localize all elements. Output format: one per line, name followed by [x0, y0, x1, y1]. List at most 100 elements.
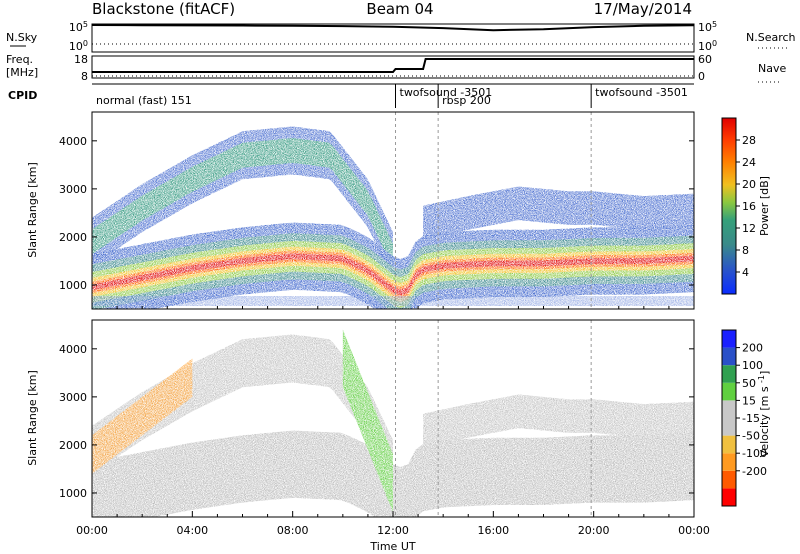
- noise-left-tick-low: 100: [69, 39, 88, 53]
- velocity-colorbar-tick-label: 15: [742, 394, 756, 407]
- velocity-colorbar-swatch: [722, 435, 736, 454]
- cpid-mode-label: normal (fast) 151: [96, 94, 192, 107]
- frequency-panel: 18 8 60 0: [74, 53, 712, 83]
- freq-unit-label: [MHz]: [6, 66, 38, 79]
- power-colorbar-tick-label: 20: [742, 178, 756, 191]
- noise-panel: 105 100 105 100: [69, 20, 717, 53]
- nsky-label: N.Sky: [6, 31, 38, 44]
- velocity-colorbar-tick-label: -50: [742, 430, 760, 443]
- velocity-colorbar-label-text: Velocity [m s: [758, 386, 771, 457]
- power-mode-lines: [395, 112, 592, 309]
- positive-flow-region: [342, 329, 393, 513]
- frequency-panel-frame: [91, 55, 695, 79]
- velocity-colorbar-tick-label: 50: [742, 377, 756, 390]
- power-panel-frame: [91, 111, 695, 310]
- near-range-speckle: [92, 296, 694, 306]
- velocity-colorbar-tick-label: -100: [742, 447, 767, 460]
- nave-label: Nave: [758, 62, 786, 75]
- header-beam: Beam 04: [366, 0, 433, 18]
- power-colorbar-tick-label: 16: [742, 200, 756, 213]
- range-tick-label: 3000: [59, 391, 87, 404]
- velocity-colorbar-ticks: 200 100 50 15 -15 -50 -100 -200: [736, 342, 767, 478]
- header-site: Blackstone (fitACF): [92, 0, 235, 18]
- power-colorbar-tick-label: 24: [742, 156, 756, 169]
- velocity-data-layer: [92, 329, 694, 517]
- power-colorbar-scale: [721, 117, 737, 295]
- header-date: 17/May/2014: [594, 0, 692, 18]
- range-tick-label: 1000: [59, 487, 87, 500]
- velocity-panel: 1000 2000 3000 4000 00:00 04:00 08:00 12:00 16:…: [26, 319, 710, 553]
- time-tick-label: 16:00: [477, 524, 509, 537]
- far-band-scatter: [423, 186, 694, 240]
- freq-label: Freq.: [6, 53, 33, 66]
- freq-right-tick-high: 60: [698, 53, 712, 66]
- velocity-colorbar-swatch: [722, 470, 736, 489]
- cpid-mode-label: twofsound -3501: [595, 86, 688, 99]
- velocity-mode-lines: [395, 320, 592, 517]
- velocity-colorbar-swatch: [722, 488, 736, 506]
- nsearch-label: N.Search: [746, 31, 796, 44]
- range-tick-label: 2000: [59, 231, 87, 244]
- velocity-colorbar-swatch: [722, 330, 736, 348]
- x-axis-label: Time UT: [369, 540, 415, 553]
- power-colorbar-tick-label: 8: [742, 244, 749, 257]
- velocity-colorbar-tick-label: -15: [742, 412, 760, 425]
- nsky-series-line: [91, 24, 695, 32]
- velocity-colorbar-swatch: [722, 365, 736, 383]
- velocity-colorbar-scale: [721, 329, 737, 507]
- frequency-series-line: [92, 58, 694, 73]
- time-tick-label: 12:00: [377, 524, 409, 537]
- range-tick-label: 1000: [59, 279, 87, 292]
- velocity-colorbar-tick-label: -200: [742, 465, 767, 478]
- velocity-colorbar-label: Velocity [m s -1]: [757, 371, 771, 458]
- velocity-colorbar-swatch: [722, 418, 736, 436]
- negative-flow-region: [92, 358, 193, 474]
- velocity-unit-bracket: ]: [758, 371, 771, 375]
- velocity-colorbar: 200 100 50 15 -15 -50 -100 -200 Velocity [m s -…: [721, 329, 771, 507]
- range-tick-label: 4000: [59, 343, 87, 356]
- noise-panel-frame: [91, 23, 695, 53]
- time-tick-label: 20:00: [578, 524, 610, 537]
- time-tick-label: 00:00: [678, 524, 710, 537]
- power-colorbar-tick-label: 28: [742, 134, 756, 147]
- velocity-colorbar-swatch: [722, 400, 736, 418]
- cpid-mode-label: rbsp 200: [442, 94, 491, 107]
- power-colorbar-label: Power [dB]: [758, 176, 771, 236]
- range-tick-label: 4000: [59, 135, 87, 148]
- velocity-colorbar-swatch: [722, 347, 736, 366]
- power-colorbar-tick-label: 4: [742, 266, 749, 279]
- velocity-colorbar-swatch: [722, 382, 736, 401]
- time-tick-label: 00:00: [76, 524, 108, 537]
- power-colorbar: 4 8 12 16 20 24 28 Power [dB]: [721, 117, 771, 295]
- power-y-axis: 1000 2000 3000 4000: [59, 135, 694, 309]
- velocity-unit-exponent: -1: [757, 375, 766, 383]
- velocity-far-band: [423, 394, 694, 448]
- noise-left-tick-high: 105: [69, 20, 88, 34]
- velocity-y-axis-label: Slant Range [km]: [26, 370, 39, 466]
- power-colorbar-ticks: 4 8 12 16 20 24 28: [736, 134, 756, 279]
- cpid-label: CPID: [8, 89, 37, 102]
- velocity-scatter-field: [92, 329, 694, 517]
- power-scatter-field: [92, 126, 694, 309]
- upper-arc-scatter-inner: [92, 138, 393, 269]
- power-colorbar-tick-label: 12: [742, 222, 756, 235]
- power-data-layer: [92, 126, 694, 309]
- noise-right-tick-low: 100: [698, 39, 717, 53]
- velocity-colorbar-tick-label: 100: [742, 359, 763, 372]
- freq-left-tick-low: 8: [81, 70, 88, 83]
- power-panel: 1000 2000 3000 4000 Slant Range [km]: [26, 111, 695, 310]
- velocity-x-axis: 00:00 04:00 08:00 12:00 16:00 20:00 00:00: [76, 511, 710, 537]
- time-tick-label: 08:00: [277, 524, 309, 537]
- range-tick-label: 3000: [59, 183, 87, 196]
- freq-right-tick-low: 0: [698, 70, 705, 83]
- velocity-upper-arc: [92, 334, 393, 489]
- main-band-core: [92, 253, 694, 296]
- power-y-axis-label: Slant Range [km]: [26, 162, 39, 258]
- freq-left-tick-high: 18: [74, 53, 88, 66]
- time-tick-label: 04:00: [176, 524, 208, 537]
- range-tick-label: 2000: [59, 439, 87, 452]
- noise-right-tick-high: 105: [698, 20, 717, 34]
- velocity-colorbar-tick-label: 200: [742, 342, 763, 355]
- cpid-band: normal (fast) 151 twofsound -3501 rbsp 200…: [92, 83, 694, 108]
